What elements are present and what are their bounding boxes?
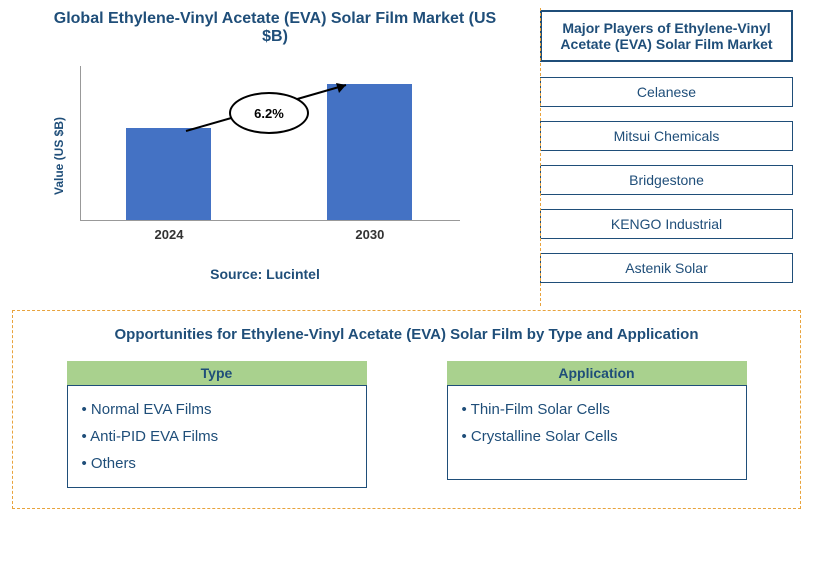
- opportunities-columns: TypeNormal EVA FilmsAnti-PID EVA FilmsOt…: [33, 361, 780, 488]
- source-text: Source: Lucintel: [10, 266, 540, 282]
- chart-section: Global Ethylene-Vinyl Acetate (EVA) Sola…: [0, 0, 540, 297]
- opportunity-column-header: Type: [67, 361, 367, 385]
- opportunities-section: Opportunities for Ethylene-Vinyl Acetate…: [12, 310, 801, 509]
- vertical-divider: [540, 8, 541, 306]
- opportunity-item: Thin-Film Solar Cells: [462, 396, 732, 423]
- opportunity-item: Others: [82, 450, 352, 477]
- opportunity-list: Thin-Film Solar CellsCrystalline Solar C…: [447, 385, 747, 480]
- opportunity-item: Crystalline Solar Cells: [462, 423, 732, 450]
- opportunity-column-header: Application: [447, 361, 747, 385]
- growth-rate-text: 6.2%: [254, 106, 284, 121]
- top-row: Global Ethylene-Vinyl Acetate (EVA) Sola…: [0, 0, 813, 297]
- bar-2024: 2024: [126, 128, 211, 220]
- opportunity-column: TypeNormal EVA FilmsAnti-PID EVA FilmsOt…: [67, 361, 367, 488]
- opportunity-item: Normal EVA Films: [82, 396, 352, 423]
- opportunity-column: ApplicationThin-Film Solar CellsCrystall…: [447, 361, 747, 488]
- opportunity-item: Anti-PID EVA Films: [82, 423, 352, 450]
- opportunity-list: Normal EVA FilmsAnti-PID EVA FilmsOthers: [67, 385, 367, 488]
- bar-2030: 2030: [327, 84, 412, 220]
- players-header: Major Players of Ethylene-Vinyl Acetate …: [540, 10, 793, 62]
- chart-plot: 2024 2030 6.2%: [80, 66, 460, 221]
- player-item: Celanese: [540, 77, 793, 107]
- chart-title: Global Ethylene-Vinyl Acetate (EVA) Sola…: [10, 10, 540, 46]
- players-section: Major Players of Ethylene-Vinyl Acetate …: [540, 0, 805, 297]
- y-axis-label: Value (US $B): [52, 117, 66, 195]
- player-item: Mitsui Chemicals: [540, 121, 793, 151]
- growth-label-ellipse: 6.2%: [229, 92, 309, 134]
- chart-area: Value (US $B) 2024 2030 6.2%: [70, 66, 520, 246]
- players-list: Celanese Mitsui Chemicals Bridgestone KENGO…: [540, 77, 793, 283]
- player-item: Bridgestone: [540, 165, 793, 195]
- player-item: Astenik Solar: [540, 253, 793, 283]
- x-tick-label: 2030: [327, 227, 412, 242]
- opportunities-title: Opportunities for Ethylene-Vinyl Acetate…: [33, 326, 780, 343]
- x-tick-label: 2024: [126, 227, 211, 242]
- player-item: KENGO Industrial: [540, 209, 793, 239]
